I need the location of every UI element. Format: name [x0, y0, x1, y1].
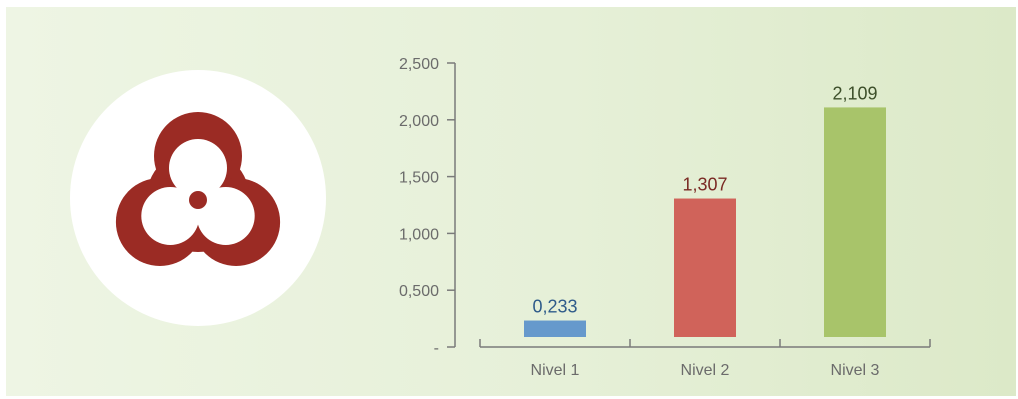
x-tick-label: Nivel 3 — [831, 362, 880, 379]
x-tick-label: Nivel 1 — [531, 362, 580, 379]
y-tick-label: 0,500 — [399, 283, 439, 300]
data-label: 0,233 — [532, 297, 577, 317]
bar — [524, 320, 586, 337]
y-tick-label: 1,500 — [399, 170, 439, 187]
y-tick-label: 1,000 — [399, 226, 439, 243]
data-label: 2,109 — [832, 83, 877, 103]
icon-badge — [70, 70, 326, 326]
y-tick-label: - — [434, 340, 439, 357]
biohazard-icon — [115, 112, 281, 266]
y-tick-label: 2,500 — [399, 56, 439, 73]
bar — [674, 198, 736, 337]
bar — [824, 107, 886, 337]
bar-chart: - 0,500 1,000 1,500 2,000 2,500 0,233 1,307 2,1… — [399, 56, 931, 379]
y-tick-label: 2,000 — [399, 113, 439, 130]
data-label: 1,307 — [682, 175, 727, 195]
x-tick-label: Nivel 2 — [681, 362, 730, 379]
